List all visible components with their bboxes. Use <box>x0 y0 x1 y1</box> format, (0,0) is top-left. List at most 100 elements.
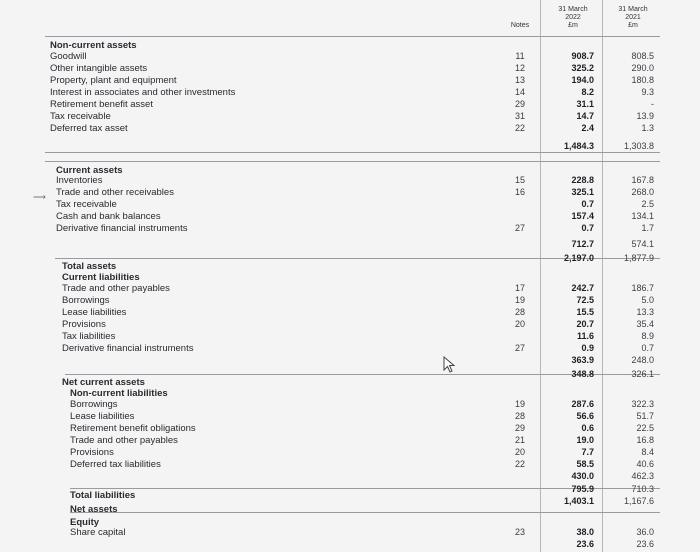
header-2021-line1: 31 March <box>618 6 648 13</box>
row-label: Other intangible assets <box>50 63 148 74</box>
value-2021: 326.1 <box>631 369 654 379</box>
row-note: 28 <box>514 411 525 421</box>
row-note: 11 <box>515 51 525 61</box>
row-label: Provisions <box>62 319 106 330</box>
value-2021: 808.5 <box>631 51 654 61</box>
row-label: Trade and other payables <box>70 435 178 446</box>
row-label: Non-current liabilities <box>70 388 168 399</box>
value-2021: 1,877.9 <box>623 253 654 263</box>
value-2022: 38.0 <box>576 527 594 537</box>
row-note: 14 <box>514 87 525 97</box>
value-2022: 363.9 <box>571 355 594 365</box>
value-2021: 2.5 <box>641 199 654 209</box>
row-label: Cash and bank balances <box>56 211 161 222</box>
row-note: 27 <box>514 343 525 353</box>
row-note: 29 <box>514 99 525 109</box>
value-2022: 348.8 <box>571 369 594 379</box>
value-2021: 462.3 <box>631 471 654 481</box>
rule-noncurrent-end <box>45 152 660 153</box>
value-2022: 228.8 <box>571 175 594 185</box>
row-label: Tax receivable <box>50 111 111 122</box>
row-note: 17 <box>514 283 525 293</box>
value-2021: 0.7 <box>641 343 654 353</box>
value-2022: 242.7 <box>571 283 594 293</box>
row-label: Retirement benefit asset <box>50 99 153 110</box>
value-2022: 325.2 <box>571 63 594 73</box>
row-label: Lease liabilities <box>70 411 135 422</box>
value-2021: 13.9 <box>636 111 654 121</box>
value-2021: 8.4 <box>641 447 654 457</box>
rule-total-assets <box>55 258 660 259</box>
value-2022: 72.5 <box>576 295 594 305</box>
value-2021: 35.4 <box>636 319 654 329</box>
row-label: Net current assets <box>62 377 145 388</box>
value-2022: 0.6 <box>581 423 594 433</box>
value-2022: 908.7 <box>571 51 594 61</box>
row-label: Current assets <box>56 165 123 176</box>
header-2022-line1: 31 March <box>558 6 588 13</box>
row-note: 28 <box>514 307 525 317</box>
value-2021: 1.7 <box>641 223 654 233</box>
value-2022: 157.4 <box>571 211 594 221</box>
value-2021: 8.9 <box>641 331 654 341</box>
value-2021: 180.8 <box>631 75 654 85</box>
value-2021: 268.0 <box>631 187 654 197</box>
row-note: 12 <box>514 63 525 73</box>
row-note: 22 <box>514 123 525 133</box>
row-note: 29 <box>514 423 525 433</box>
value-2021: 186.7 <box>631 283 654 293</box>
row-label: Tax liabilities <box>62 331 116 342</box>
row-arrow-icon: ⟶ <box>33 192 46 202</box>
value-2021: 22.5 <box>636 423 654 433</box>
row-note: 13 <box>514 75 525 85</box>
row-label: Net assets <box>70 504 118 515</box>
value-2021: 40.6 <box>636 459 654 469</box>
value-2021: 9.3 <box>641 87 654 97</box>
value-2021: 248.0 <box>631 355 654 365</box>
col-divider-notes <box>540 0 541 552</box>
header-2021-line2: 2021 <box>625 14 641 21</box>
notes-header: Notes <box>510 22 530 29</box>
value-2021: 36.0 <box>636 527 654 537</box>
value-2021: 1,303.8 <box>623 141 654 151</box>
rule-net-assets <box>70 512 660 513</box>
row-label: Equity <box>70 517 100 528</box>
value-2022: 58.5 <box>576 459 594 469</box>
value-2022: 0.9 <box>581 343 594 353</box>
row-note: 16 <box>514 187 525 197</box>
row-note: 20 <box>514 447 525 457</box>
row-label: Interest in associates and other investm… <box>50 87 236 98</box>
row-note: 20 <box>514 319 525 329</box>
value-2022: 325.1 <box>571 187 594 197</box>
header-2021-line3: £m <box>628 22 638 29</box>
header-2022-line2: 2022 <box>565 14 581 21</box>
mouse-cursor-icon <box>443 355 457 379</box>
row-label: Trade and other payables <box>62 283 170 294</box>
row-label: Borrowings <box>62 295 110 306</box>
value-2021: 16.8 <box>636 435 654 445</box>
value-2022: 8.2 <box>581 87 594 97</box>
value-2021: 1.3 <box>641 123 654 133</box>
value-2021: 5.0 <box>641 295 654 305</box>
value-2022: 287.6 <box>571 399 594 409</box>
rule-net-current <box>65 374 660 375</box>
value-2022: 7.7 <box>581 447 594 457</box>
row-label: Trade and other receivables <box>56 187 174 198</box>
value-2022: 19.0 <box>576 435 594 445</box>
value-2022: 0.7 <box>581 223 594 233</box>
value-2021: 13.3 <box>636 307 654 317</box>
row-note: 23 <box>514 527 525 537</box>
value-2022: 1,403.1 <box>563 496 594 506</box>
row-label: Derivative financial instruments <box>56 223 188 234</box>
value-2022: 11.6 <box>576 331 594 341</box>
value-2022: 56.6 <box>576 411 594 421</box>
row-label: Deferred tax liabilities <box>70 459 161 470</box>
value-2022: 31.1 <box>576 99 594 109</box>
row-note: 15 <box>514 175 525 185</box>
value-2022: 712.7 <box>571 239 594 249</box>
row-label: Lease liabilities <box>62 307 127 318</box>
value-2022: 20.7 <box>576 319 594 329</box>
row-note: 19 <box>514 295 525 305</box>
row-label: Current liabilities <box>62 272 140 283</box>
